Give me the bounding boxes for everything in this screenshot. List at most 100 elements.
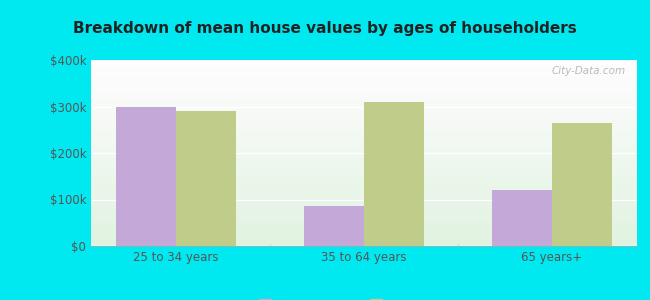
Bar <box>91 36 637 222</box>
Bar <box>91 30 637 216</box>
Bar <box>91 0 637 160</box>
Bar <box>91 0 637 140</box>
Bar <box>91 0 637 129</box>
Bar <box>91 21 637 207</box>
Bar <box>91 0 637 80</box>
Bar <box>91 0 637 71</box>
Bar <box>91 0 637 149</box>
Bar <box>91 0 637 84</box>
Bar <box>91 0 637 173</box>
Bar <box>91 0 637 97</box>
Bar <box>91 0 637 172</box>
Bar <box>91 0 637 134</box>
Bar <box>91 0 637 142</box>
Bar <box>91 0 637 82</box>
Bar <box>91 0 637 116</box>
Bar <box>91 0 637 94</box>
Bar <box>91 0 637 114</box>
Bar <box>91 0 637 110</box>
Bar <box>176 111 236 246</box>
Bar <box>91 0 637 166</box>
Bar <box>91 0 637 177</box>
Bar <box>91 0 637 133</box>
Bar <box>91 25 637 211</box>
Bar <box>91 0 637 162</box>
Bar <box>91 0 637 79</box>
Bar <box>91 0 637 125</box>
Bar <box>91 32 637 218</box>
Bar <box>91 49 637 235</box>
Bar <box>91 52 637 239</box>
Bar <box>91 58 637 244</box>
Bar <box>91 0 637 119</box>
Bar <box>91 0 637 147</box>
Bar <box>91 23 637 209</box>
Bar <box>91 40 637 226</box>
Bar <box>91 0 637 118</box>
Bar <box>91 34 637 220</box>
Bar <box>91 54 637 240</box>
Bar <box>91 0 637 123</box>
Bar <box>91 0 637 181</box>
Bar <box>91 0 637 170</box>
Bar <box>91 19 637 205</box>
Bar <box>91 0 637 69</box>
Bar <box>91 60 637 246</box>
Bar <box>91 0 637 88</box>
Bar <box>91 0 637 136</box>
Bar <box>91 41 637 227</box>
Bar <box>91 0 637 66</box>
Bar <box>91 6 637 192</box>
Text: Breakdown of mean house values by ages of householders: Breakdown of mean house values by ages o… <box>73 21 577 36</box>
Bar <box>91 0 637 86</box>
Bar <box>364 102 424 246</box>
Bar <box>91 0 637 99</box>
Bar <box>91 0 637 153</box>
Bar <box>91 0 637 184</box>
Bar <box>91 38 637 224</box>
Bar <box>91 0 637 103</box>
Bar <box>91 0 637 168</box>
Bar <box>91 26 637 212</box>
Bar <box>91 17 637 203</box>
Bar <box>91 0 637 108</box>
Bar <box>304 206 364 246</box>
Bar <box>91 14 637 200</box>
Bar <box>91 2 637 188</box>
Bar <box>91 0 637 144</box>
Bar <box>91 0 637 138</box>
Bar <box>91 0 637 164</box>
Legend: Williamsburg, Pennsylvania: Williamsburg, Pennsylvania <box>254 294 474 300</box>
Bar <box>116 106 176 246</box>
Bar <box>91 0 637 146</box>
Bar <box>91 4 637 190</box>
Bar <box>91 12 637 198</box>
Bar <box>91 0 637 155</box>
Bar <box>91 45 637 231</box>
Bar <box>91 0 637 62</box>
Bar <box>91 0 637 68</box>
Bar <box>91 0 637 101</box>
Bar <box>91 15 637 201</box>
Bar <box>91 0 637 112</box>
Bar <box>91 0 637 73</box>
Bar <box>91 56 637 242</box>
Bar <box>91 0 637 159</box>
Bar <box>91 0 637 77</box>
Bar <box>91 0 637 131</box>
Bar <box>91 0 637 183</box>
Bar <box>91 0 637 151</box>
Bar <box>91 0 637 95</box>
Bar <box>91 0 637 64</box>
Bar <box>91 51 637 237</box>
Bar <box>552 123 612 246</box>
Bar <box>91 0 637 75</box>
Bar <box>91 47 637 233</box>
Bar <box>91 0 637 90</box>
Bar <box>91 0 637 175</box>
Bar <box>91 28 637 214</box>
Bar <box>91 43 637 229</box>
Bar <box>91 8 637 194</box>
Bar <box>91 1 637 187</box>
Bar <box>91 10 637 196</box>
